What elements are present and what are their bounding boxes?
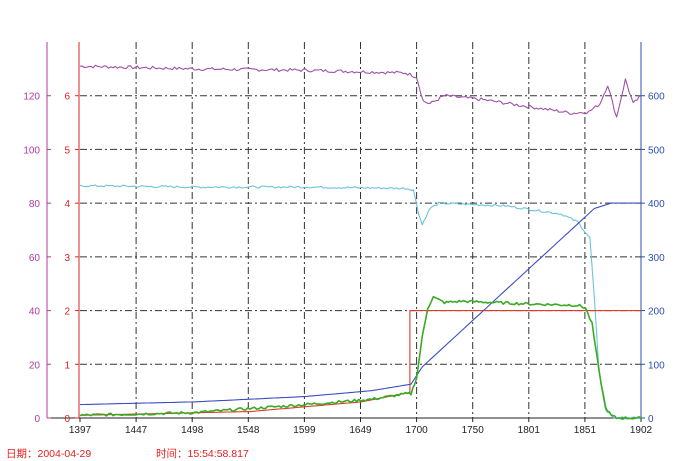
y-inner-left-tick-label: 5 bbox=[64, 145, 70, 156]
y-inner-left-tick-label: 2 bbox=[64, 307, 70, 318]
x-tick-label: 1750 bbox=[462, 425, 485, 436]
x-tick-label: 1902 bbox=[630, 425, 653, 436]
x-tick-label: 1599 bbox=[293, 425, 316, 436]
series-line-4 bbox=[79, 202, 641, 406]
series-line-1 bbox=[79, 64, 642, 118]
y-right-tick-label: 500 bbox=[648, 145, 665, 156]
y-outer-left-tick-label: 60 bbox=[29, 253, 41, 264]
y-inner-left-tick-label: 0 bbox=[64, 414, 70, 425]
y-inner-left-tick-label: 1 bbox=[64, 360, 70, 371]
x-tick-label: 1548 bbox=[237, 425, 260, 436]
y-outer-left-tick-label: 80 bbox=[29, 199, 41, 210]
x-tick-label: 1851 bbox=[574, 425, 597, 436]
y-outer-left-tick-label: 0 bbox=[34, 414, 40, 425]
tick-labels: 1397 1447 1498 1548 1599 1649 1700 1750 1801 1851… bbox=[23, 92, 665, 436]
y-outer-left-tick-label: 20 bbox=[29, 360, 41, 371]
y-right-tick-label: 600 bbox=[648, 92, 665, 103]
x-tick-label: 1447 bbox=[125, 425, 148, 436]
grid bbox=[80, 42, 641, 418]
date-label: 日期：2004-04-29 bbox=[6, 448, 92, 460]
y-right-tick-label: 100 bbox=[648, 360, 665, 371]
time-label: 时间：15:54:58.817 bbox=[156, 448, 249, 460]
y-right-tick-label: 300 bbox=[648, 253, 665, 264]
y-right-tick-label: 200 bbox=[648, 307, 665, 318]
y-right-tick-label: 0 bbox=[648, 414, 654, 425]
y-outer-left-tick-label: 40 bbox=[29, 307, 41, 318]
x-tick-label: 1700 bbox=[405, 425, 428, 436]
x-tick-label: 1498 bbox=[181, 425, 204, 436]
axes bbox=[46, 42, 645, 422]
x-tick-label: 1649 bbox=[349, 425, 372, 436]
series-line-5 bbox=[79, 296, 642, 420]
y-inner-left-tick-label: 6 bbox=[64, 92, 70, 103]
x-tick-label: 1801 bbox=[518, 425, 541, 436]
y-outer-left-tick-label: 120 bbox=[23, 92, 40, 103]
series-group bbox=[79, 64, 642, 420]
y-right-tick-label: 400 bbox=[648, 199, 665, 210]
x-tick-label: 1397 bbox=[69, 425, 92, 436]
y-outer-left-tick-label: 100 bbox=[23, 145, 40, 156]
y-inner-left-tick-label: 3 bbox=[64, 253, 70, 264]
series-line-2 bbox=[79, 184, 642, 420]
y-inner-left-tick-label: 4 bbox=[64, 199, 70, 210]
